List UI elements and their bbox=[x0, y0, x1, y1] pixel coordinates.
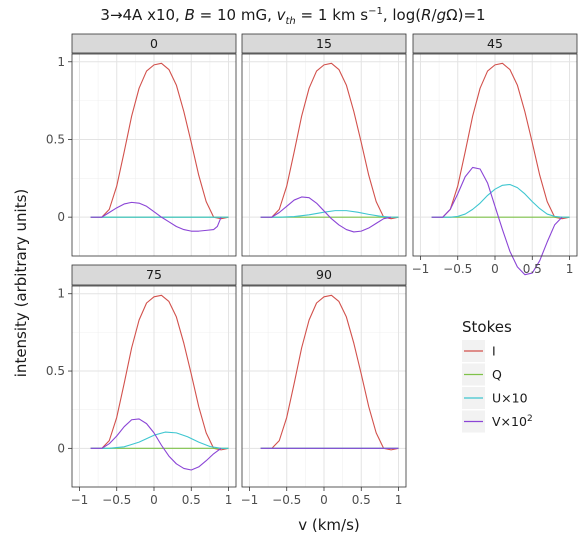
facet-strip bbox=[241, 264, 407, 286]
facet-strip bbox=[71, 33, 237, 54]
panel-border bbox=[71, 53, 237, 257]
facet-panel-75: 75 0 0.5 1 −1 −0.5 0 0.5 1 bbox=[46, 264, 237, 507]
facet-strip bbox=[412, 33, 578, 54]
chart-title: 3→4A x10, B = 10 mG, vth = 1 km s−1, log… bbox=[100, 6, 485, 27]
y-tick-label: 0.5 bbox=[46, 132, 65, 146]
facet-strip-label: 90 bbox=[316, 267, 332, 282]
legend-entry-0: I bbox=[462, 340, 496, 362]
facet-panel-15: 15 bbox=[241, 33, 407, 257]
facet-strip-label: 0 bbox=[150, 36, 158, 51]
x-tick-label: 0.5 bbox=[182, 493, 201, 507]
facet-panel-90: 90 −1 −0.5 0 0.5 1 bbox=[241, 264, 407, 507]
x-tick-label: 1 bbox=[566, 262, 574, 276]
x-tick-label: 0.5 bbox=[523, 262, 542, 276]
x-tick-label: 0 bbox=[491, 262, 499, 276]
legend-title: Stokes bbox=[462, 318, 512, 336]
y-axis-title: intensity (arbitrary units) bbox=[12, 189, 30, 377]
series-line-I bbox=[431, 62, 570, 220]
series-line-V bbox=[90, 201, 222, 232]
y-tick-label: 1 bbox=[57, 55, 65, 69]
series-line-I bbox=[90, 62, 229, 220]
panel-border bbox=[241, 53, 407, 257]
series-line-I bbox=[260, 294, 399, 451]
series-line-I bbox=[260, 62, 399, 220]
series-line-I bbox=[90, 294, 229, 451]
facet-panel-45: 45 −1 −0.5 0 0.5 1 bbox=[412, 33, 578, 276]
x-tick-label: −0.5 bbox=[443, 262, 472, 276]
facet-strip bbox=[71, 264, 237, 286]
y-tick-label: 0 bbox=[57, 210, 65, 224]
legend-entry-1: Q bbox=[462, 363, 502, 386]
x-axis-title: v (km/s) bbox=[298, 516, 360, 534]
x-tick-label: −0.5 bbox=[102, 493, 131, 507]
series-line-V bbox=[90, 418, 222, 471]
x-tick-label: −1 bbox=[71, 493, 89, 507]
series-line-V bbox=[431, 166, 563, 276]
y-tick-label: 1 bbox=[57, 287, 65, 301]
legend-entry-3: V×102 bbox=[462, 410, 533, 433]
facet-strip bbox=[241, 33, 407, 54]
x-tick-label: 0 bbox=[320, 493, 328, 507]
legend-label: V×102 bbox=[492, 414, 533, 429]
x-tick-label: 1 bbox=[225, 493, 233, 507]
series-line-U bbox=[431, 183, 570, 218]
series-line-U bbox=[260, 210, 399, 218]
x-tick-label: −1 bbox=[412, 262, 430, 276]
x-tick-label: −0.5 bbox=[272, 493, 301, 507]
y-tick-label: 0.5 bbox=[46, 364, 65, 378]
series-line-V bbox=[260, 196, 392, 233]
x-tick-label: −1 bbox=[241, 493, 259, 507]
facet-strip-label: 15 bbox=[316, 36, 332, 51]
facet-panel-0: 000.51 bbox=[46, 33, 237, 257]
legend-entry-2: U×10 bbox=[462, 387, 528, 409]
facet-strip-label: 75 bbox=[146, 267, 162, 282]
y-tick-label: 0 bbox=[57, 441, 65, 455]
legend: Stokes IQ U×10 V×102 bbox=[462, 318, 533, 433]
x-tick-label: 0 bbox=[150, 493, 158, 507]
series-line-U bbox=[90, 431, 229, 449]
x-tick-label: 0.5 bbox=[352, 493, 371, 507]
legend-label: I bbox=[492, 344, 496, 359]
legend-label: U×10 bbox=[492, 391, 528, 406]
x-tick-label: 1 bbox=[395, 493, 403, 507]
legend-label: Q bbox=[492, 367, 502, 382]
facet-strip-label: 45 bbox=[487, 36, 503, 51]
